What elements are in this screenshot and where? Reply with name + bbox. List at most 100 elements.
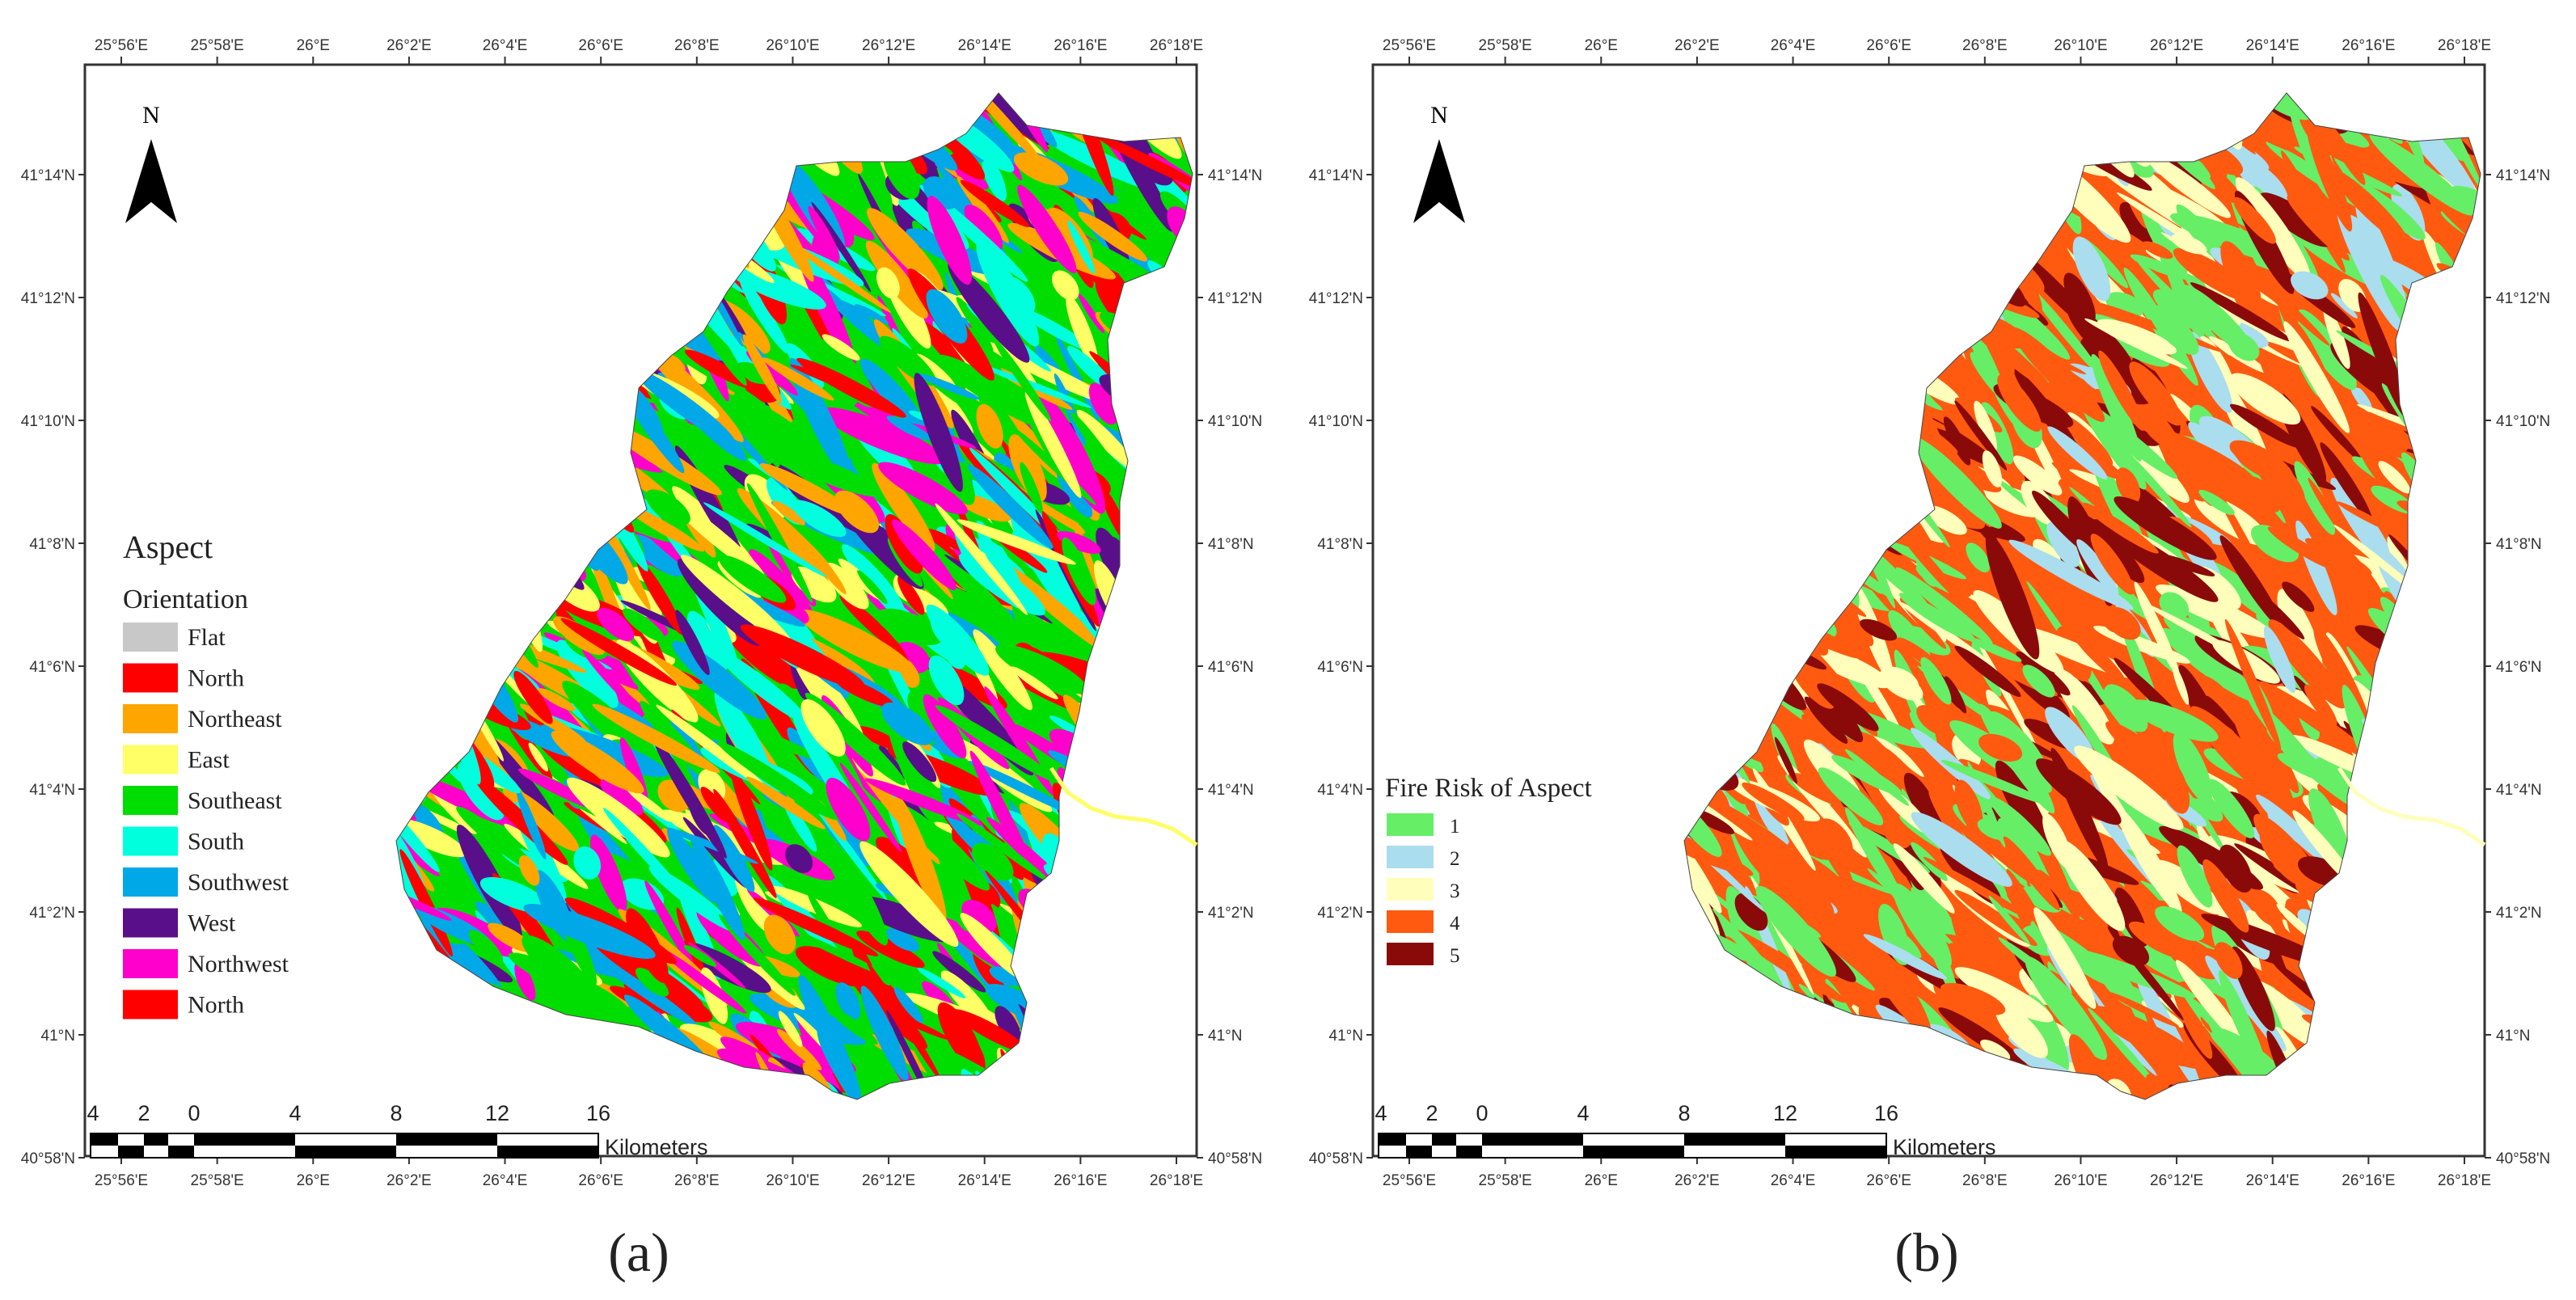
raster-patch [796, 1015, 857, 1100]
y-tick-label-left: 41°2'N [29, 905, 75, 922]
raster-patch [839, 762, 902, 853]
raster-patch [860, 986, 909, 1082]
raster-patch [488, 922, 534, 952]
raster-patch [2342, 214, 2387, 263]
raster-patch [1024, 390, 1082, 498]
raster-patch [1054, 331, 1100, 422]
y-tick-label-right: 41°2'N [2496, 905, 2542, 922]
legend-swatch [123, 745, 178, 775]
raster-patch [2241, 475, 2281, 513]
raster-patch [1817, 683, 1879, 732]
x-tick-label-top: 26°14'E [958, 37, 1011, 54]
study-area-outline [395, 92, 1193, 1100]
raster-patch [2003, 836, 2060, 910]
raster-patch [2219, 844, 2253, 893]
raster-patch [2129, 361, 2182, 426]
raster-patch [960, 913, 1026, 981]
raster-patch [2115, 467, 2141, 504]
raster-patch [2156, 584, 2274, 639]
raster-patch [2276, 904, 2316, 941]
x-tick-label-top: 26°E [297, 37, 330, 54]
raster-patch [2261, 733, 2299, 794]
raster-patch [2208, 779, 2255, 839]
scale-bar-segment [396, 1133, 497, 1146]
raster-patch [652, 735, 727, 859]
raster-patch [1020, 462, 1043, 513]
raster-patch [667, 496, 765, 577]
raster-patch [645, 489, 690, 525]
x-tick-label-bottom: 26°14'E [2246, 1172, 2299, 1189]
raster-patch [976, 240, 1040, 347]
map-panel-a: 25°56'E 25°56'E 25°58'E 25°58'E 26°E 26°E 26°2… [0, 0, 1288, 1296]
raster-patch [2069, 972, 2132, 1095]
raster-patch [881, 702, 934, 745]
raster-patch [2050, 748, 2109, 871]
raster-patch [1867, 868, 1957, 948]
y-tick-label-left: 41°14'N [1309, 167, 1363, 184]
raster-patch [2282, 581, 2315, 612]
raster-patch [956, 519, 1076, 565]
x-tick-label-top: 25°56'E [1383, 37, 1436, 54]
raster-patch [842, 544, 905, 614]
scale-bar-label: 0 [1476, 1101, 1488, 1125]
raster-patch [513, 670, 553, 724]
raster-patch [2250, 889, 2283, 926]
raster-patch [2320, 442, 2373, 522]
raster-patch [1742, 782, 1805, 821]
raster-patch [737, 397, 835, 470]
x-tick-label-top: 26°16'E [2342, 37, 2395, 54]
x-tick-label-top: 26°18'E [1150, 37, 1203, 54]
raster-patch [937, 1002, 986, 1074]
raster-patch [742, 334, 782, 403]
raster-patch [1883, 821, 1912, 849]
raster-patch [657, 947, 746, 1014]
raster-patch [2350, 384, 2373, 413]
x-tick-label-bottom: 26°10'E [2054, 1172, 2107, 1189]
legend-label: West [188, 910, 236, 937]
study-area-outline [1683, 92, 2481, 1100]
raster-patch [1923, 856, 2033, 920]
raster-patch [935, 705, 1059, 783]
raster-patch [1774, 737, 1797, 784]
x-tick-label-top: 26°2'E [386, 37, 432, 54]
raster-patch [2046, 521, 2080, 568]
raster-patch [1863, 934, 1948, 980]
raster-patch [820, 830, 889, 946]
scale-bar-segment [194, 1133, 295, 1146]
raster-patch [2311, 406, 2363, 463]
raster-patch [2263, 626, 2296, 694]
raster-patch [2190, 282, 2291, 342]
raster-patch [2304, 538, 2372, 576]
raster-patch [635, 968, 669, 997]
scale-bar-segment [168, 1146, 194, 1158]
raster-patch [2195, 674, 2230, 703]
legend-swatch [123, 908, 178, 938]
raster-patch [1943, 416, 1971, 466]
raster-patch [960, 179, 1030, 227]
y-tick-label-right: 41°4'N [1208, 782, 1254, 799]
raster-patch [636, 558, 684, 635]
raster-patch [866, 961, 942, 1082]
scale-bar-label: 0 [188, 1101, 200, 1125]
raster-patch [2008, 539, 2134, 610]
raster-patch [1974, 400, 1997, 452]
raster-patch [2058, 839, 2126, 931]
raster-patch [586, 949, 699, 1028]
raster-patch [867, 208, 944, 290]
x-tick-label-bottom: 26°10'E [766, 1172, 819, 1189]
y-tick-label-left: 41°10'N [1309, 413, 1363, 430]
y-tick-label-right: 41°8'N [1208, 536, 1254, 553]
raster-patch [973, 629, 1033, 711]
raster-patch [1818, 767, 1884, 825]
raster-patch [2060, 414, 2114, 466]
y-tick-label-right: 41°12'N [1208, 290, 1262, 307]
legend-swatch [123, 704, 178, 733]
raster-patch [396, 818, 467, 858]
raster-patch [2076, 538, 2119, 596]
y-tick-label-right: 41°N [2496, 1028, 2530, 1045]
raster-patch [740, 624, 866, 690]
x-tick-label-top: 26°10'E [766, 37, 819, 54]
raster-patch [956, 175, 1009, 243]
raster-patch [1989, 796, 2051, 856]
raster-patch [2232, 254, 2330, 346]
